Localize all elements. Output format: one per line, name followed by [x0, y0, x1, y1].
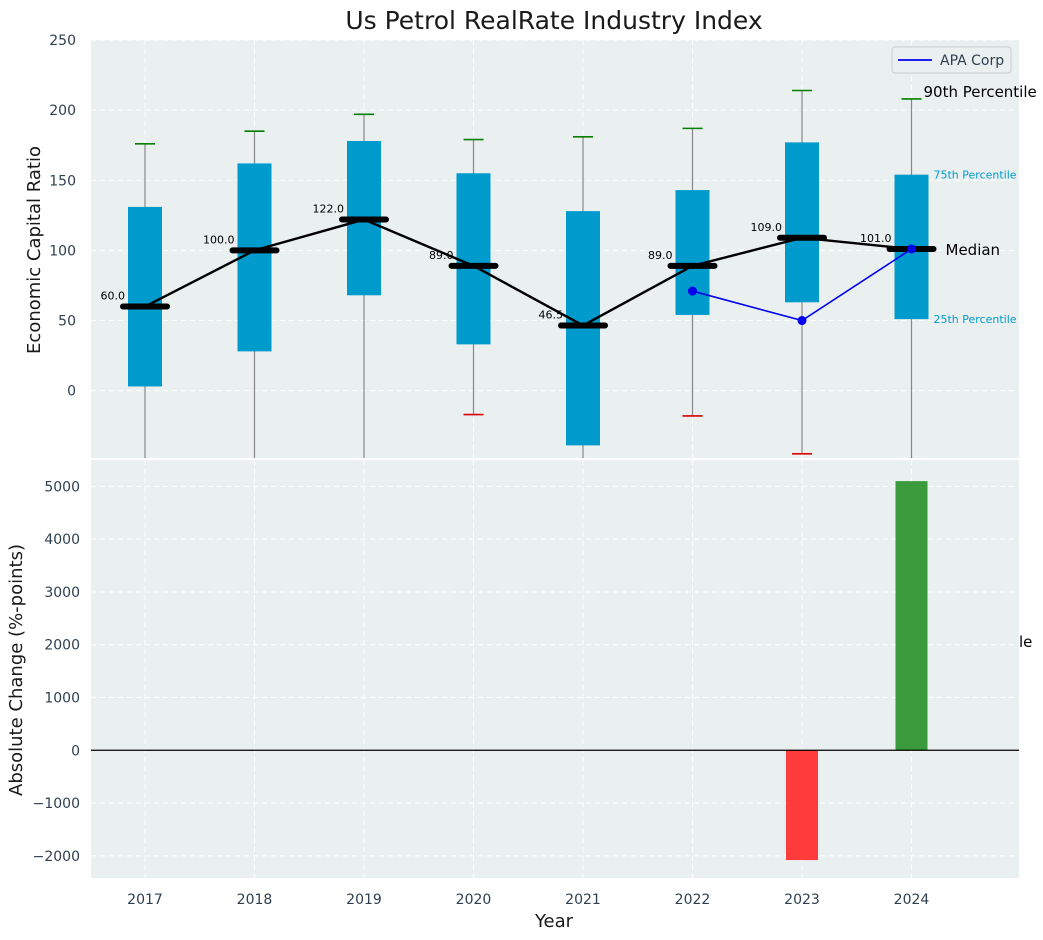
x-tick-label: 2018 [237, 892, 273, 908]
x-ticks: 2017 2018 2019 2020 2021 2022 2023 2024 [127, 892, 929, 908]
iqr-box [456, 173, 491, 345]
top-y-tick-label: 100 [49, 243, 76, 259]
top-y-tick-label: 200 [49, 103, 76, 119]
bottom-y-tick-label: −1000 [33, 796, 80, 812]
change-bar [895, 481, 928, 751]
apa-point [688, 286, 697, 296]
median-trend: 60.0 100.0 122.0 89.0 46.5 89.0 109.0 101.0 [101, 203, 937, 329]
legend-box [891, 46, 1012, 74]
bottom-y-ticks: −2000 −1000 0 1000 2000 3000 4000 5000 [33, 479, 80, 864]
x-tick-label: 2017 [127, 892, 163, 908]
iqr-box [675, 190, 710, 315]
bottom-y-tick-label: 3000 [44, 585, 80, 601]
median-value-label: 89.0 [648, 249, 673, 262]
median-value-label: 89.0 [429, 249, 454, 262]
x-tick-label: 2021 [565, 892, 601, 908]
x-axis-label: Year [534, 911, 574, 932]
median-value-label: 122.0 [313, 203, 345, 216]
median-value-label: 101.0 [860, 232, 892, 245]
iqr-box [128, 206, 162, 387]
x-tick-label: 2022 [675, 892, 711, 908]
chart-title: Us Petrol RealRate Industry Index [345, 6, 762, 35]
legend-apa-label: APA Corp [940, 53, 1004, 69]
bottom-y-tick-label: 2000 [44, 638, 80, 654]
median-value-label: 46.5 [539, 308, 564, 321]
boxplots [128, 89, 929, 458]
bottom-y-tick-label: 4000 [44, 532, 80, 548]
apa-point [907, 244, 916, 254]
apa-point [797, 316, 807, 326]
p90-annotation: 90th Percentile [924, 83, 1037, 101]
median-value-label: 100.0 [203, 233, 235, 246]
top-y-tick-label: 250 [49, 33, 76, 49]
bottom-y-tick-label: 5000 [44, 479, 80, 495]
clipped-annotation: le [1019, 633, 1032, 651]
median-trend-line [144, 218, 912, 327]
change-bar [786, 750, 818, 861]
median-value-label: 60.0 [101, 290, 126, 303]
bottom-y-tick-label: −2000 [33, 849, 80, 865]
x-tick-label: 2023 [784, 892, 820, 908]
top-y-ticks: 0 50 100 150 200 250 [49, 33, 76, 400]
p75-annotation: 75th Percentile [934, 169, 1017, 182]
bottom-y-axis-label: Absolute Change (%-points) [6, 544, 27, 796]
x-tick-label: 2019 [346, 892, 382, 908]
apa-corp-series [688, 244, 916, 326]
bottom-panel-bg [91, 460, 1019, 878]
p25-annotation: 25th Percentile [934, 313, 1017, 326]
top-y-tick-label: 150 [49, 173, 76, 189]
median-annotation: Median [946, 241, 1001, 259]
bottom-y-tick-label: 1000 [44, 691, 80, 707]
top-y-axis-label: Economic Capital Ratio [24, 146, 45, 354]
x-tick-label: 2020 [456, 892, 492, 908]
legend: APA Corp [891, 46, 1012, 74]
bottom-y-tick-label: 0 [71, 743, 80, 759]
top-y-tick-label: 0 [67, 384, 76, 400]
iqr-box [785, 142, 819, 303]
x-tick-label: 2024 [894, 892, 930, 908]
median-value-label: 109.0 [751, 221, 783, 234]
change-bars [786, 481, 928, 861]
top-y-tick-label: 50 [58, 314, 76, 330]
